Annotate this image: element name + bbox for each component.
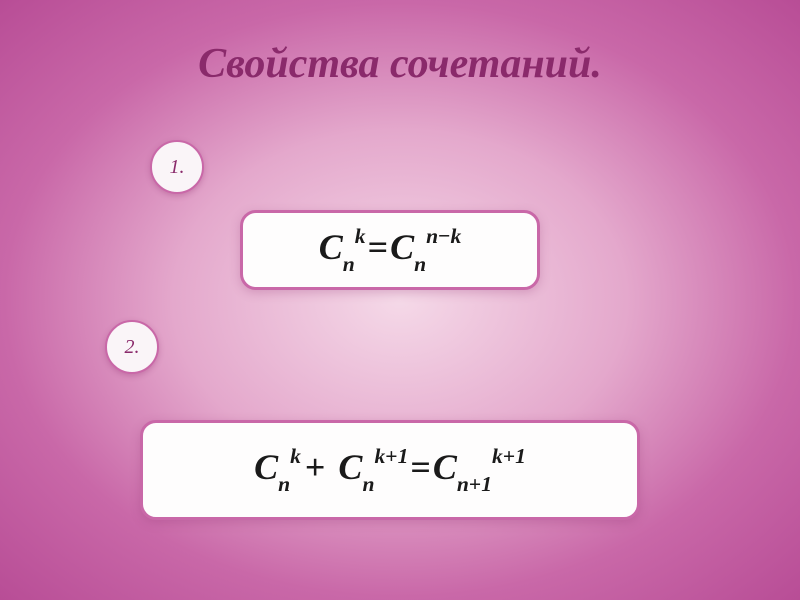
f2-t3-sup: k+1 <box>492 444 526 468</box>
f1-c1-sub: n <box>343 252 355 276</box>
f2-t3-sub: n+1 <box>457 472 492 496</box>
f2-t1-sub: n <box>278 472 290 496</box>
f2-t2: C <box>338 447 362 487</box>
badge-1-label: 1. <box>170 156 185 179</box>
f1-c1-sup: k <box>355 224 366 248</box>
f2-eq: = <box>408 447 433 487</box>
f1-eq: = <box>366 227 391 267</box>
f1-c1: C <box>319 227 343 267</box>
f2-t3: C <box>433 447 457 487</box>
formula-box-2: Cnk+ Cnk+1=Cn+1k+1 <box>140 420 640 520</box>
f2-t1: C <box>254 447 278 487</box>
badge-2: 2. <box>105 320 159 374</box>
f2-t1-sup: k <box>290 444 301 468</box>
f1-c2-sup: n−k <box>426 224 461 248</box>
slide-title: Свойства сочетаний. <box>0 0 800 88</box>
f2-t2-sub: n <box>362 472 374 496</box>
formula-2-content: Cnk+ Cnk+1=Cn+1k+1 <box>254 446 526 493</box>
badge-1: 1. <box>150 140 204 194</box>
badge-2-label: 2. <box>125 336 140 359</box>
formula-box-1: Cnk=Cnn−k <box>240 210 540 290</box>
formula-1-content: Cnk=Cnn−k <box>319 226 462 273</box>
f2-t2-sup: k+1 <box>374 444 408 468</box>
f2-plus1: + <box>301 447 330 487</box>
f1-c2: C <box>390 227 414 267</box>
f1-c2-sub: n <box>414 252 426 276</box>
